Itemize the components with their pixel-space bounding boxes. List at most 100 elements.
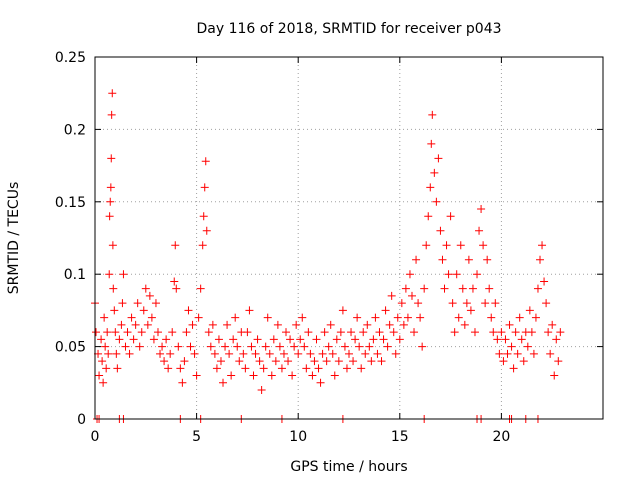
data-point bbox=[123, 328, 132, 337]
data-point bbox=[414, 299, 423, 308]
data-point bbox=[206, 342, 215, 351]
data-point bbox=[357, 364, 366, 373]
data-point bbox=[468, 284, 477, 293]
data-point bbox=[139, 306, 148, 315]
data-point bbox=[253, 335, 262, 344]
data-point bbox=[190, 349, 199, 358]
data-point bbox=[483, 255, 492, 264]
data-point bbox=[367, 357, 376, 366]
data-point bbox=[347, 328, 356, 337]
data-point bbox=[145, 291, 154, 300]
data-point bbox=[198, 241, 207, 250]
data-point bbox=[332, 335, 341, 344]
data-point bbox=[208, 320, 217, 329]
data-point bbox=[373, 349, 382, 358]
data-point bbox=[426, 183, 435, 192]
data-point bbox=[428, 110, 437, 119]
data-point bbox=[446, 212, 455, 221]
data-point bbox=[105, 212, 114, 221]
plot-frame bbox=[94, 56, 604, 420]
data-point bbox=[249, 371, 258, 380]
data-point bbox=[383, 342, 392, 351]
data-point bbox=[277, 364, 286, 373]
data-point bbox=[536, 255, 545, 264]
x-tick-label: 20 bbox=[492, 429, 510, 445]
data-point bbox=[324, 342, 333, 351]
data-point bbox=[334, 357, 343, 366]
data-point bbox=[284, 357, 293, 366]
data-point bbox=[170, 277, 179, 286]
data-point bbox=[227, 371, 236, 380]
data-point bbox=[523, 342, 532, 351]
data-point bbox=[151, 299, 160, 308]
data-point bbox=[314, 364, 323, 373]
data-point bbox=[462, 299, 471, 308]
data-point bbox=[466, 306, 475, 315]
data-point bbox=[422, 241, 431, 250]
data-point bbox=[326, 320, 335, 329]
data-point bbox=[308, 371, 317, 380]
data-point bbox=[229, 335, 238, 344]
data-point bbox=[103, 328, 112, 337]
y-tick-label: 0.1 bbox=[64, 267, 86, 283]
data-point bbox=[403, 313, 412, 322]
data-point bbox=[171, 241, 180, 250]
data-point bbox=[538, 241, 547, 250]
data-point bbox=[481, 299, 490, 308]
data-point bbox=[456, 241, 465, 250]
data-point bbox=[312, 335, 321, 344]
data-point bbox=[153, 328, 162, 337]
x-tick-label: 0 bbox=[91, 429, 100, 445]
data-point bbox=[401, 284, 410, 293]
data-point bbox=[470, 328, 479, 337]
data-point bbox=[166, 349, 175, 358]
data-point bbox=[320, 328, 329, 337]
data-point bbox=[393, 313, 402, 322]
data-point bbox=[99, 378, 108, 387]
data-point bbox=[259, 364, 268, 373]
data-point bbox=[221, 342, 230, 351]
data-point bbox=[375, 328, 384, 337]
data-point bbox=[418, 342, 427, 351]
data-point bbox=[427, 139, 436, 148]
data-point bbox=[495, 349, 504, 358]
data-point bbox=[233, 342, 242, 351]
data-point bbox=[95, 371, 104, 380]
data-point bbox=[513, 349, 522, 358]
data-point bbox=[112, 349, 121, 358]
data-point bbox=[517, 335, 526, 344]
data-point bbox=[450, 328, 459, 337]
data-point bbox=[385, 320, 394, 329]
data-point bbox=[271, 357, 280, 366]
data-point bbox=[243, 328, 252, 337]
data-point bbox=[322, 357, 331, 366]
data-point bbox=[336, 328, 345, 337]
data-point bbox=[149, 335, 158, 344]
data-point bbox=[184, 306, 193, 315]
data-point bbox=[251, 349, 260, 358]
data-point bbox=[182, 328, 191, 337]
data-point bbox=[194, 313, 203, 322]
data-point bbox=[340, 342, 349, 351]
data-point bbox=[188, 320, 197, 329]
data-point bbox=[162, 335, 171, 344]
data-point bbox=[275, 342, 284, 351]
data-point bbox=[444, 270, 453, 279]
x-tick-label: 10 bbox=[289, 429, 307, 445]
data-point bbox=[302, 364, 311, 373]
data-point bbox=[178, 378, 187, 387]
data-point bbox=[100, 313, 109, 322]
data-point bbox=[440, 284, 449, 293]
data-point bbox=[109, 284, 118, 293]
data-point bbox=[131, 320, 140, 329]
data-point bbox=[389, 328, 398, 337]
data-point bbox=[381, 306, 390, 315]
data-point bbox=[489, 328, 498, 337]
y-tick-label: 0 bbox=[77, 412, 86, 428]
data-point bbox=[290, 342, 299, 351]
data-point bbox=[475, 226, 484, 235]
data-point bbox=[442, 241, 451, 250]
data-point bbox=[454, 313, 463, 322]
data-point bbox=[436, 226, 445, 235]
data-point bbox=[141, 284, 150, 293]
